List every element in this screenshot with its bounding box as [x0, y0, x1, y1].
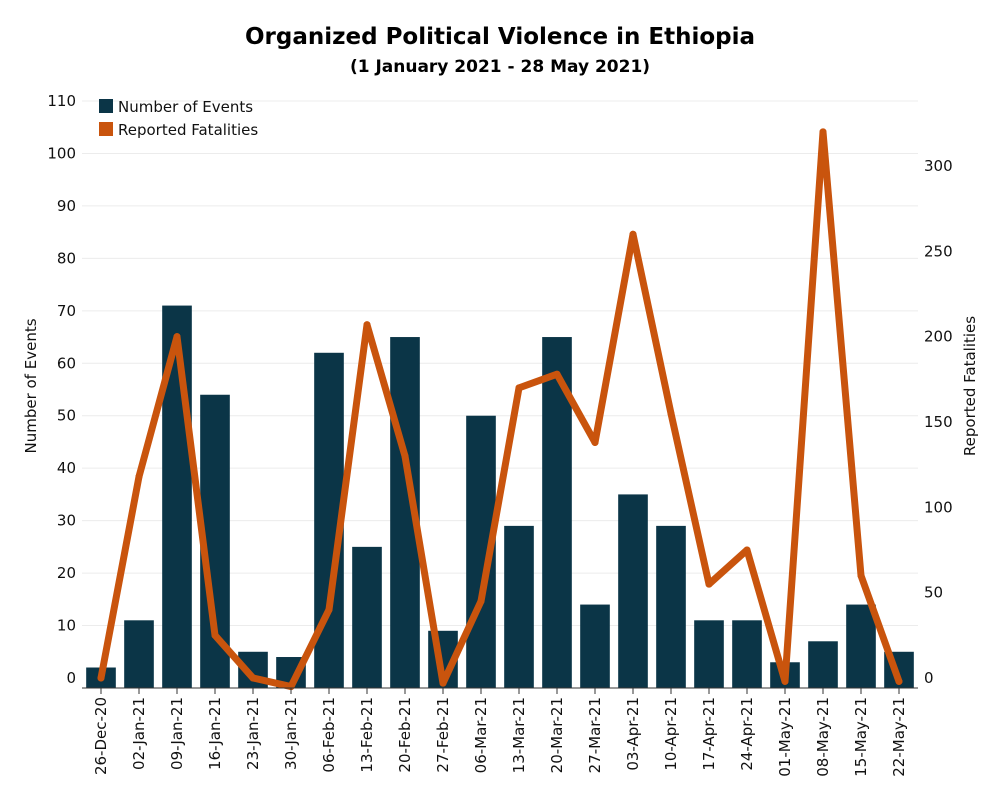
line-point: [97, 674, 105, 682]
x-tick-label: 22-May-21: [890, 697, 908, 777]
x-tick-label: 06-Mar-21: [472, 697, 490, 773]
legend: Number of Events Reported Fatalities: [99, 98, 258, 139]
x-tick-label: 13-Feb-21: [358, 697, 376, 773]
bar: [504, 525, 534, 688]
y-tick-label-right: 150: [924, 413, 953, 431]
y-tick-label-left: 100: [47, 144, 76, 162]
line-point: [173, 333, 181, 341]
x-axis: 26-Dec-20 02-Jan-21 09-Jan-21 16-Jan-21 23-J…: [82, 687, 918, 777]
x-tick-label: 09-Jan-21: [168, 697, 186, 770]
y-tick-label-left: 70: [57, 302, 76, 320]
line-point: [363, 321, 371, 329]
legend-swatch-fatalities: [99, 122, 113, 136]
line-point: [629, 230, 637, 238]
line-point: [743, 546, 751, 554]
line-point: [781, 677, 789, 685]
x-tick-label: 20-Mar-21: [548, 697, 566, 773]
legend-label-events: Number of Events: [118, 98, 253, 116]
x-tick-label: 13-Mar-21: [510, 697, 528, 773]
bar: [846, 604, 876, 688]
y-axis-right: 0 50 100 150 200 250 300: [924, 157, 953, 687]
y-tick-label-left: 90: [57, 197, 76, 215]
legend-label-fatalities: Reported Fatalities: [118, 121, 258, 139]
line-point: [857, 572, 865, 580]
x-tick-label: 01-May-21: [776, 697, 794, 777]
y-tick-label-right: 0: [924, 669, 934, 687]
legend-swatch-events: [99, 99, 113, 113]
line-point: [515, 384, 523, 392]
bar: [808, 641, 838, 688]
y-tick-label-left: 30: [57, 512, 76, 530]
y-tick-label-right: 250: [924, 242, 953, 260]
bar: [694, 620, 724, 688]
bar: [618, 494, 648, 688]
x-tick-label: 20-Feb-21: [396, 697, 414, 773]
bar: [732, 620, 762, 688]
line-point: [895, 677, 903, 685]
chart-subtitle: (1 January 2021 - 28 May 2021): [350, 57, 650, 77]
y-tick-label-left: 60: [57, 354, 76, 372]
y-tick-label-right: 300: [924, 157, 953, 175]
x-tick-label: 30-Jan-21: [282, 697, 300, 770]
y-tick-label-left: 0: [66, 669, 76, 687]
x-tick-label: 02-Jan-21: [130, 697, 148, 770]
x-tick-label: 26-Dec-20: [92, 697, 110, 775]
x-tick-label: 03-Apr-21: [624, 697, 642, 771]
fatalities-line: [97, 128, 903, 691]
x-tick-label: 17-Apr-21: [700, 697, 718, 771]
line-point: [477, 597, 485, 605]
chart-title: Organized Political Violence in Ethiopia: [245, 24, 755, 50]
x-tick-label: 24-Apr-21: [738, 697, 756, 771]
x-tick-label: 16-Jan-21: [206, 697, 224, 770]
line-point: [249, 674, 257, 682]
line-point: [553, 370, 561, 378]
line-point: [439, 679, 447, 687]
line-point: [819, 128, 827, 136]
bar: [580, 604, 610, 688]
y-tick-label-right: 50: [924, 584, 943, 602]
bar: [656, 525, 686, 688]
line-point: [401, 452, 409, 460]
line-point: [667, 409, 675, 417]
line-point: [325, 606, 333, 614]
x-tick-label: 15-May-21: [852, 697, 870, 777]
y-tick-label-left: 10: [57, 617, 76, 635]
y-axis-left: 0 10 20 30 40 50 60 70 80 90 100 110: [47, 92, 76, 687]
x-tick-label: 23-Jan-21: [244, 697, 262, 770]
x-tick-label: 10-Apr-21: [662, 697, 680, 771]
bar: [124, 620, 154, 688]
y-tick-label-left: 20: [57, 564, 76, 582]
y-tick-label-left: 110: [47, 92, 76, 110]
line-point: [591, 438, 599, 446]
y-tick-label-left: 40: [57, 459, 76, 477]
y-axis-title-right: Reported Fatalities: [961, 316, 979, 456]
y-tick-label-right: 100: [924, 498, 953, 516]
line-point: [705, 580, 713, 588]
line-series: [97, 128, 903, 691]
x-tick-label: 27-Feb-21: [434, 697, 452, 773]
x-tick-label: 06-Feb-21: [320, 697, 338, 773]
line-point: [135, 473, 143, 481]
y-tick-label-right: 200: [924, 328, 953, 346]
y-axis-title-left: Number of Events: [22, 318, 40, 453]
y-tick-label-left: 50: [57, 407, 76, 425]
x-tick-label: 08-May-21: [814, 697, 832, 777]
bar: [352, 546, 382, 688]
y-tick-label-left: 80: [57, 249, 76, 267]
x-tick-label: 27-Mar-21: [586, 697, 604, 773]
line-point: [211, 631, 219, 639]
